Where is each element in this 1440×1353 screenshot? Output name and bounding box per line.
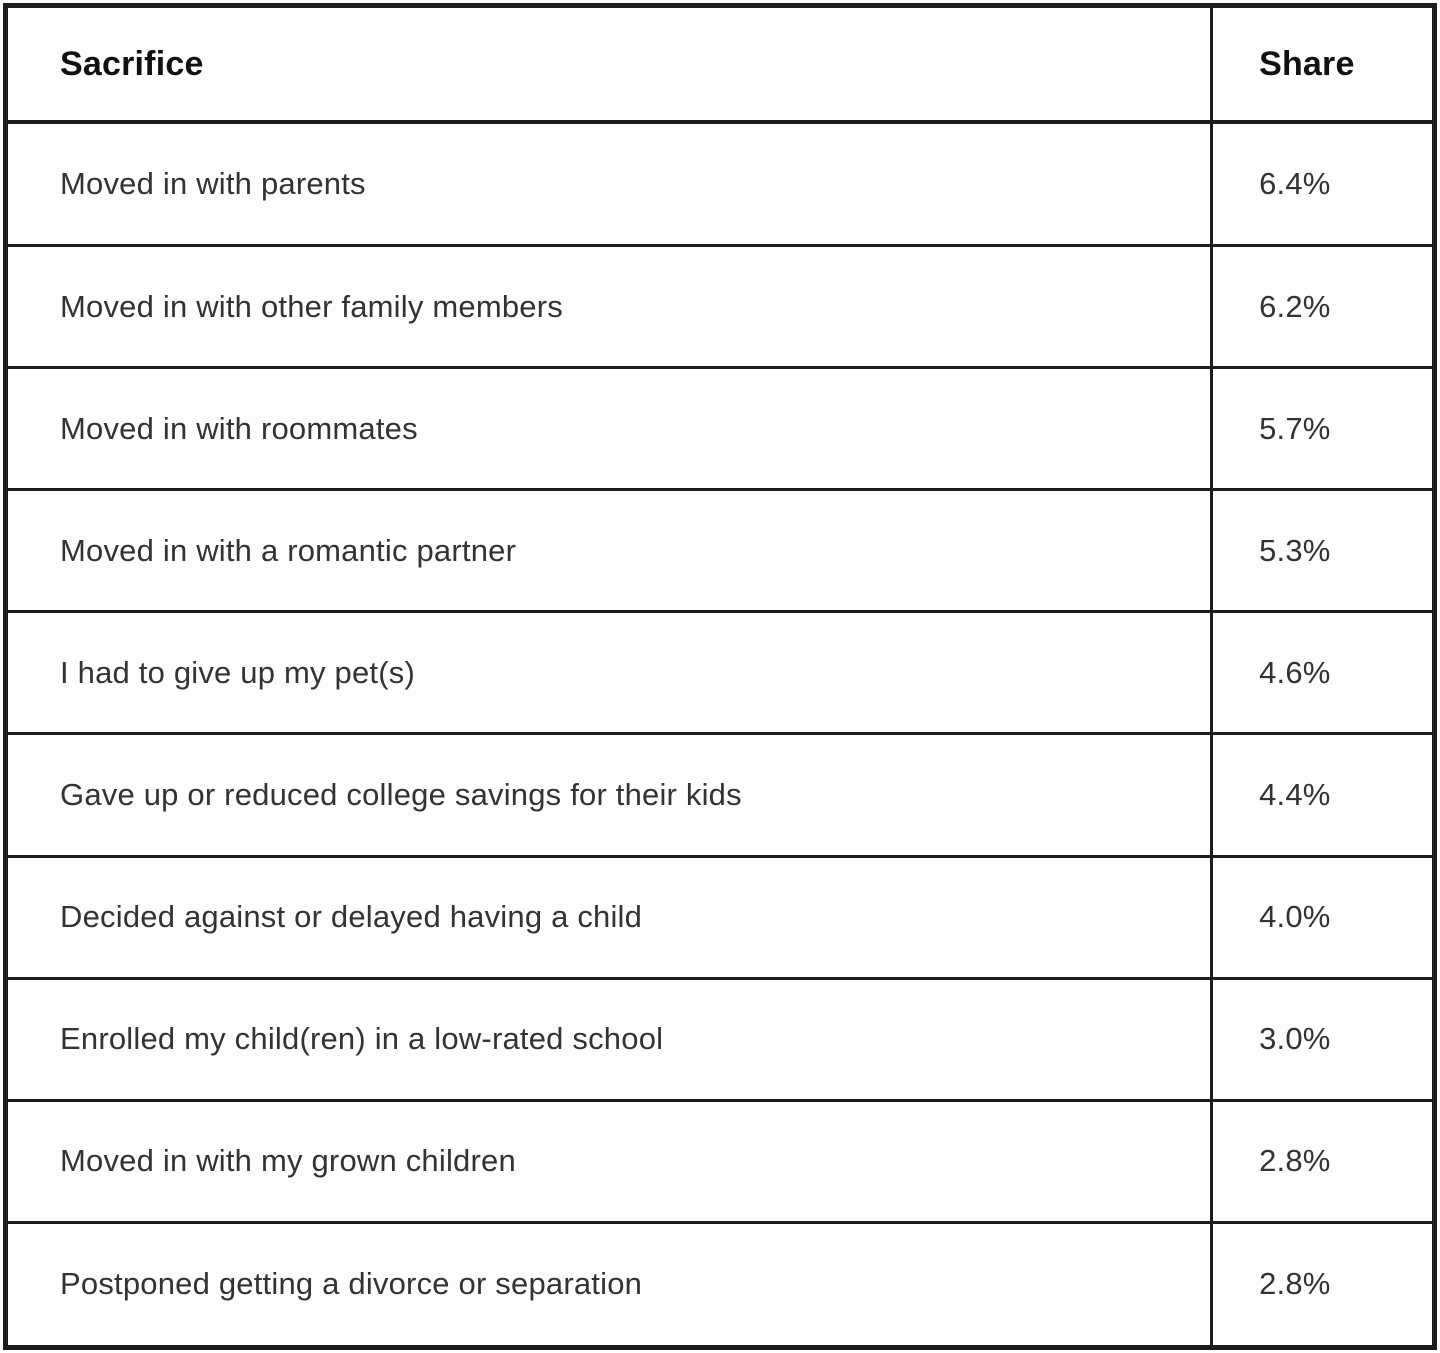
header-row: Sacrifice Share [3, 4, 1436, 124]
table-row: Gave up or reduced college savings for t… [3, 732, 1436, 858]
sacrifice-cell: Moved in with roommates [3, 366, 1214, 492]
share-cell: 2.8% [1210, 1098, 1436, 1224]
sacrifice-cell: Enrolled my child(ren) in a low-rated sc… [3, 976, 1214, 1102]
share-cell: 4.4% [1210, 732, 1436, 858]
share-cell: 4.6% [1210, 610, 1436, 736]
table-row: Enrolled my child(ren) in a low-rated sc… [3, 976, 1436, 1102]
share-cell: 3.0% [1210, 976, 1436, 1102]
share-cell: 6.2% [1210, 244, 1436, 370]
table-row: Decided against or delayed having a chil… [3, 854, 1436, 980]
column-header-share: Share [1210, 4, 1436, 124]
sacrifice-share-table: Sacrifice Share Moved in with parents 6.… [3, 3, 1437, 1350]
table-row: Moved in with parents 6.4% [3, 120, 1436, 248]
share-cell: 4.0% [1210, 854, 1436, 980]
share-cell: 2.8% [1210, 1220, 1436, 1350]
table-header: Sacrifice Share [3, 4, 1436, 124]
sacrifice-cell: Gave up or reduced college savings for t… [3, 732, 1214, 858]
sacrifice-cell: Postponed getting a divorce or separatio… [3, 1220, 1214, 1350]
sacrifice-cell: I had to give up my pet(s) [3, 610, 1214, 736]
sacrifice-cell: Moved in with a romantic partner [3, 488, 1214, 614]
table-row: Postponed getting a divorce or separatio… [3, 1220, 1436, 1350]
table-body: Moved in with parents 6.4% Moved in with… [3, 120, 1436, 1350]
sacrifice-cell: Decided against or delayed having a chil… [3, 854, 1214, 980]
table-row: I had to give up my pet(s) 4.6% [3, 610, 1436, 736]
sacrifice-cell: Moved in with other family members [3, 244, 1214, 370]
sacrifice-cell: Moved in with my grown children [3, 1098, 1214, 1224]
share-cell: 5.3% [1210, 488, 1436, 614]
table-row: Moved in with a romantic partner 5.3% [3, 488, 1436, 614]
table-row: Moved in with roommates 5.7% [3, 366, 1436, 492]
share-cell: 5.7% [1210, 366, 1436, 492]
column-header-sacrifice: Sacrifice [3, 4, 1214, 124]
sacrifice-cell: Moved in with parents [3, 120, 1214, 248]
table-row: Moved in with other family members 6.2% [3, 244, 1436, 370]
share-cell: 6.4% [1210, 120, 1436, 248]
table-row: Moved in with my grown children 2.8% [3, 1098, 1436, 1224]
